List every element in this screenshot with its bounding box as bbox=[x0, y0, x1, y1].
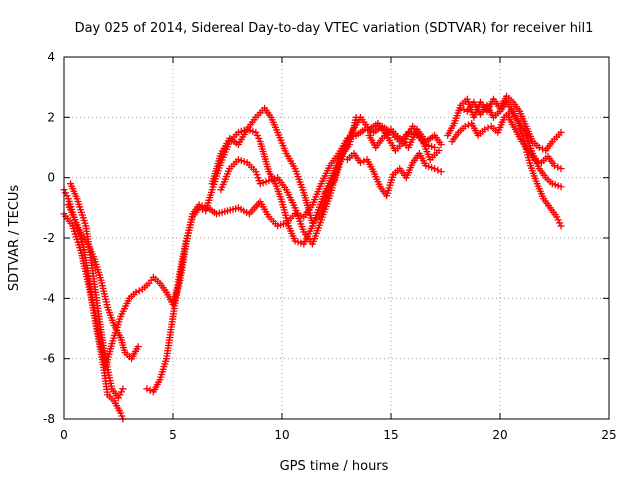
data-point bbox=[118, 412, 126, 420]
data-point bbox=[255, 134, 263, 142]
data-point bbox=[464, 121, 472, 129]
series-track-14 bbox=[505, 113, 565, 173]
data-point bbox=[553, 213, 561, 221]
data-point bbox=[117, 409, 125, 417]
series-track-12 bbox=[448, 107, 565, 230]
data-point bbox=[554, 216, 562, 224]
data-point bbox=[531, 156, 539, 164]
y-tick-label: 0 bbox=[47, 171, 55, 185]
data-point bbox=[135, 287, 143, 295]
y-tick-label: 2 bbox=[47, 110, 55, 124]
data-point bbox=[198, 205, 206, 213]
series-track-10 bbox=[365, 125, 445, 151]
series-track-4 bbox=[67, 180, 127, 402]
data-point bbox=[195, 204, 203, 212]
grid-lines bbox=[64, 57, 609, 419]
y-tick-label: -2 bbox=[43, 231, 55, 245]
data-point bbox=[554, 163, 562, 171]
x-tick-label: 10 bbox=[274, 428, 289, 442]
x-tick-label: 5 bbox=[169, 428, 177, 442]
data-point bbox=[435, 147, 443, 155]
data-point bbox=[119, 385, 127, 393]
data-point bbox=[254, 174, 262, 182]
data-point bbox=[253, 131, 261, 139]
data-point bbox=[557, 128, 565, 136]
data-point bbox=[117, 388, 125, 396]
data-point bbox=[557, 222, 565, 230]
data-point bbox=[63, 192, 71, 200]
data-point bbox=[252, 168, 260, 176]
data-point bbox=[481, 125, 489, 133]
data-point bbox=[431, 165, 439, 173]
data-point bbox=[461, 122, 469, 130]
x-tick-label: 25 bbox=[601, 428, 616, 442]
data-point bbox=[360, 157, 368, 165]
x-tick-label: 20 bbox=[492, 428, 507, 442]
data-point bbox=[255, 177, 263, 185]
data-point bbox=[146, 386, 154, 394]
plot-frame bbox=[63, 56, 610, 420]
data-point bbox=[460, 106, 468, 114]
y-tick-label: -6 bbox=[43, 352, 55, 366]
series-track-1 bbox=[60, 122, 439, 372]
data-point bbox=[356, 159, 364, 167]
y-axis-label: SDTVAR / TECUs bbox=[7, 185, 22, 292]
series-track-9 bbox=[343, 150, 445, 200]
data-point bbox=[116, 391, 124, 399]
data-point bbox=[551, 162, 558, 170]
y-tick-label: -4 bbox=[43, 291, 55, 305]
data-point bbox=[457, 104, 465, 112]
data-point bbox=[557, 165, 565, 173]
y-tick-label: 4 bbox=[47, 50, 55, 64]
series-track-5 bbox=[143, 125, 340, 396]
data-point bbox=[61, 189, 69, 197]
data-point bbox=[437, 168, 445, 176]
data-point bbox=[252, 128, 260, 136]
data-point bbox=[437, 140, 445, 148]
series-track-3 bbox=[60, 210, 127, 423]
data-point bbox=[115, 394, 122, 402]
x-tick-label: 15 bbox=[383, 428, 398, 442]
y-tick-label: -8 bbox=[43, 412, 55, 426]
data-point bbox=[557, 183, 565, 191]
data-point bbox=[143, 385, 151, 393]
axis-ticks: 0 5 10 15 20 25 -8 -6 -4 -2 0 2 4 bbox=[43, 50, 617, 442]
x-axis-label: GPS time / hours bbox=[280, 459, 389, 474]
data-point bbox=[434, 166, 442, 174]
data-point bbox=[535, 144, 543, 151]
data-point bbox=[431, 144, 439, 151]
series-track-13 bbox=[457, 98, 565, 191]
chart-title: Day 025 of 2014, Sidereal Day-to-day VTE… bbox=[75, 21, 594, 36]
x-tick-label: 0 bbox=[60, 428, 68, 442]
data-point bbox=[539, 145, 547, 153]
data-point bbox=[556, 219, 564, 227]
data-points bbox=[60, 92, 565, 423]
data-point bbox=[132, 288, 140, 296]
data-point bbox=[253, 171, 261, 179]
data-point bbox=[134, 343, 142, 351]
